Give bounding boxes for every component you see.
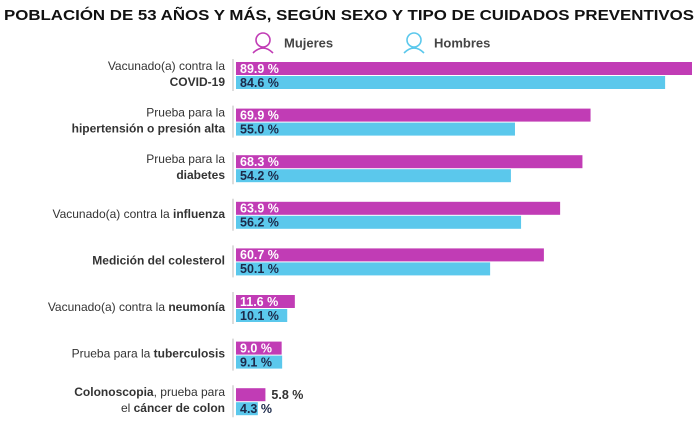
bar [236,341,282,355]
category-label: Colonoscopia, prueba para [74,385,225,399]
bar [236,402,258,416]
value-label: 9.0 % [240,341,272,355]
icon-hombres [403,32,425,54]
bar [236,108,591,122]
category-label-part: influenza [173,207,225,221]
bar [236,169,511,183]
value-label: 4.3 % [240,402,272,416]
legend-label: Mujeres [284,35,333,50]
category-label: Vacunado(a) contra la influenza [52,207,225,221]
legend-label: Hombres [434,35,490,50]
value-label: 55.0 % [240,122,279,136]
value-label: 10.1 % [240,309,279,323]
category-label-part: , prueba para [154,385,226,399]
category-label-part: hipertensión o presión alta [72,122,226,136]
value-label: 11.6 % [240,295,278,309]
category-label-part: Vacunado(a) contra la [52,207,173,221]
icon-mujeres [252,32,274,54]
category-label-part: Vacunado(a) contra la [48,300,169,314]
bar [236,201,561,215]
bar [236,248,544,262]
bar [236,155,583,169]
category-label-part: diabetes [176,168,225,182]
bar [236,62,692,75]
category-label: Prueba para la tuberculosis [72,347,226,361]
category-label: hipertensión o presión alta [72,122,226,136]
category-label-part: neumonía [168,300,225,314]
value-label: 89.9 % [240,62,279,76]
value-label: 60.7 % [240,248,279,262]
value-label: 56.2 % [240,216,279,230]
bar [236,295,295,308]
category-label-part: COVID-19 [170,75,226,89]
bar [236,262,491,276]
category-label: Medición del colesterol [92,254,225,268]
bar [236,309,288,322]
category-label: COVID-19 [170,75,226,89]
value-label: 84.6 % [240,76,279,90]
category-label: diabetes [176,168,225,182]
value-label: 9.1 % [240,355,272,369]
category-label-part: Prueba para la [72,347,154,361]
value-label: 50.1 % [240,262,279,276]
value-label: 63.9 % [240,202,279,216]
bar [236,76,666,89]
value-label: 5.8 % [271,388,303,402]
category-label: el cáncer de colon [121,401,225,415]
category-label-part: Vacunado(a) contra la [108,59,226,73]
category-label-part: Colonoscopia [74,385,154,399]
bar [236,388,266,402]
category-label-part: cáncer de colon [134,401,225,415]
bar [236,355,283,369]
value-label: 69.9 % [240,108,279,122]
category-label-part: Prueba para la [146,106,225,120]
category-label-part: el [121,401,134,415]
category-label: Prueba para la [146,152,225,166]
category-label-part: tuberculosis [154,347,226,361]
chart-title: POBLACIÓN DE 53 AÑOS Y MÁS, SEGÚN SEXO Y… [4,6,694,24]
category-label-part: Medición del colesterol [92,254,225,268]
value-label: 54.2 % [240,169,279,183]
bar [236,122,515,136]
value-label: 68.3 % [240,155,279,169]
category-label: Vacunado(a) contra la [108,59,226,73]
category-label-part: Prueba para la [146,152,225,166]
category-label: Vacunado(a) contra la neumonía [48,300,226,314]
category-label: Prueba para la [146,106,225,120]
bar [236,215,522,229]
